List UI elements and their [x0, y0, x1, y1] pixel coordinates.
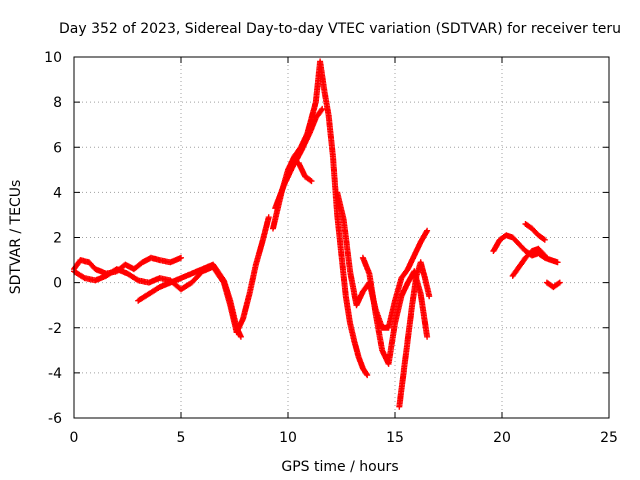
series-track-13 [543, 279, 563, 291]
y-tick-label: 10 [44, 50, 62, 66]
y-tick-label: 4 [53, 185, 62, 201]
series-track-12 [522, 221, 548, 243]
series-track-9 [396, 259, 433, 410]
y-tick-labels: -6 -4 -2 0 2 4 6 8 10 [44, 50, 62, 427]
series-track-5 [272, 105, 326, 212]
y-tick-label: 2 [53, 231, 62, 247]
data-marker-track [509, 245, 548, 279]
series-track-11 [509, 245, 548, 279]
y-tick-label: -6 [48, 411, 62, 427]
y-tick-label: 0 [53, 276, 62, 292]
x-tick-label: 15 [386, 430, 404, 446]
x-tick-label: 10 [279, 430, 297, 446]
y-axis-label: SDTVAR / TECUs [8, 180, 24, 295]
x-tick-label: 5 [177, 430, 186, 446]
x-axis-label: GPS time / hours [281, 459, 398, 475]
data-marker-track [396, 259, 433, 410]
y-tick-label: 8 [53, 95, 62, 111]
x-tick-label: 25 [600, 430, 618, 446]
x-tick-labels: 0 5 10 15 20 25 [70, 430, 618, 446]
y-tick-label: 6 [53, 140, 62, 156]
data-marker-track [295, 160, 315, 185]
x-tick-label: 20 [493, 430, 511, 446]
data-marker-track [272, 105, 326, 212]
axis-ticks [73, 56, 610, 419]
x-tick-label: 0 [70, 430, 79, 446]
series-track-3 [135, 261, 244, 340]
data-marker-track [135, 261, 244, 340]
series-track-6 [295, 160, 315, 185]
data-marker-track [543, 279, 563, 291]
data-marker-track [522, 221, 548, 243]
y-tick-label: -2 [48, 321, 62, 337]
chart-title: Day 352 of 2023, Sidereal Day-to-day VTE… [59, 21, 621, 37]
y-tick-label: -4 [48, 366, 62, 382]
